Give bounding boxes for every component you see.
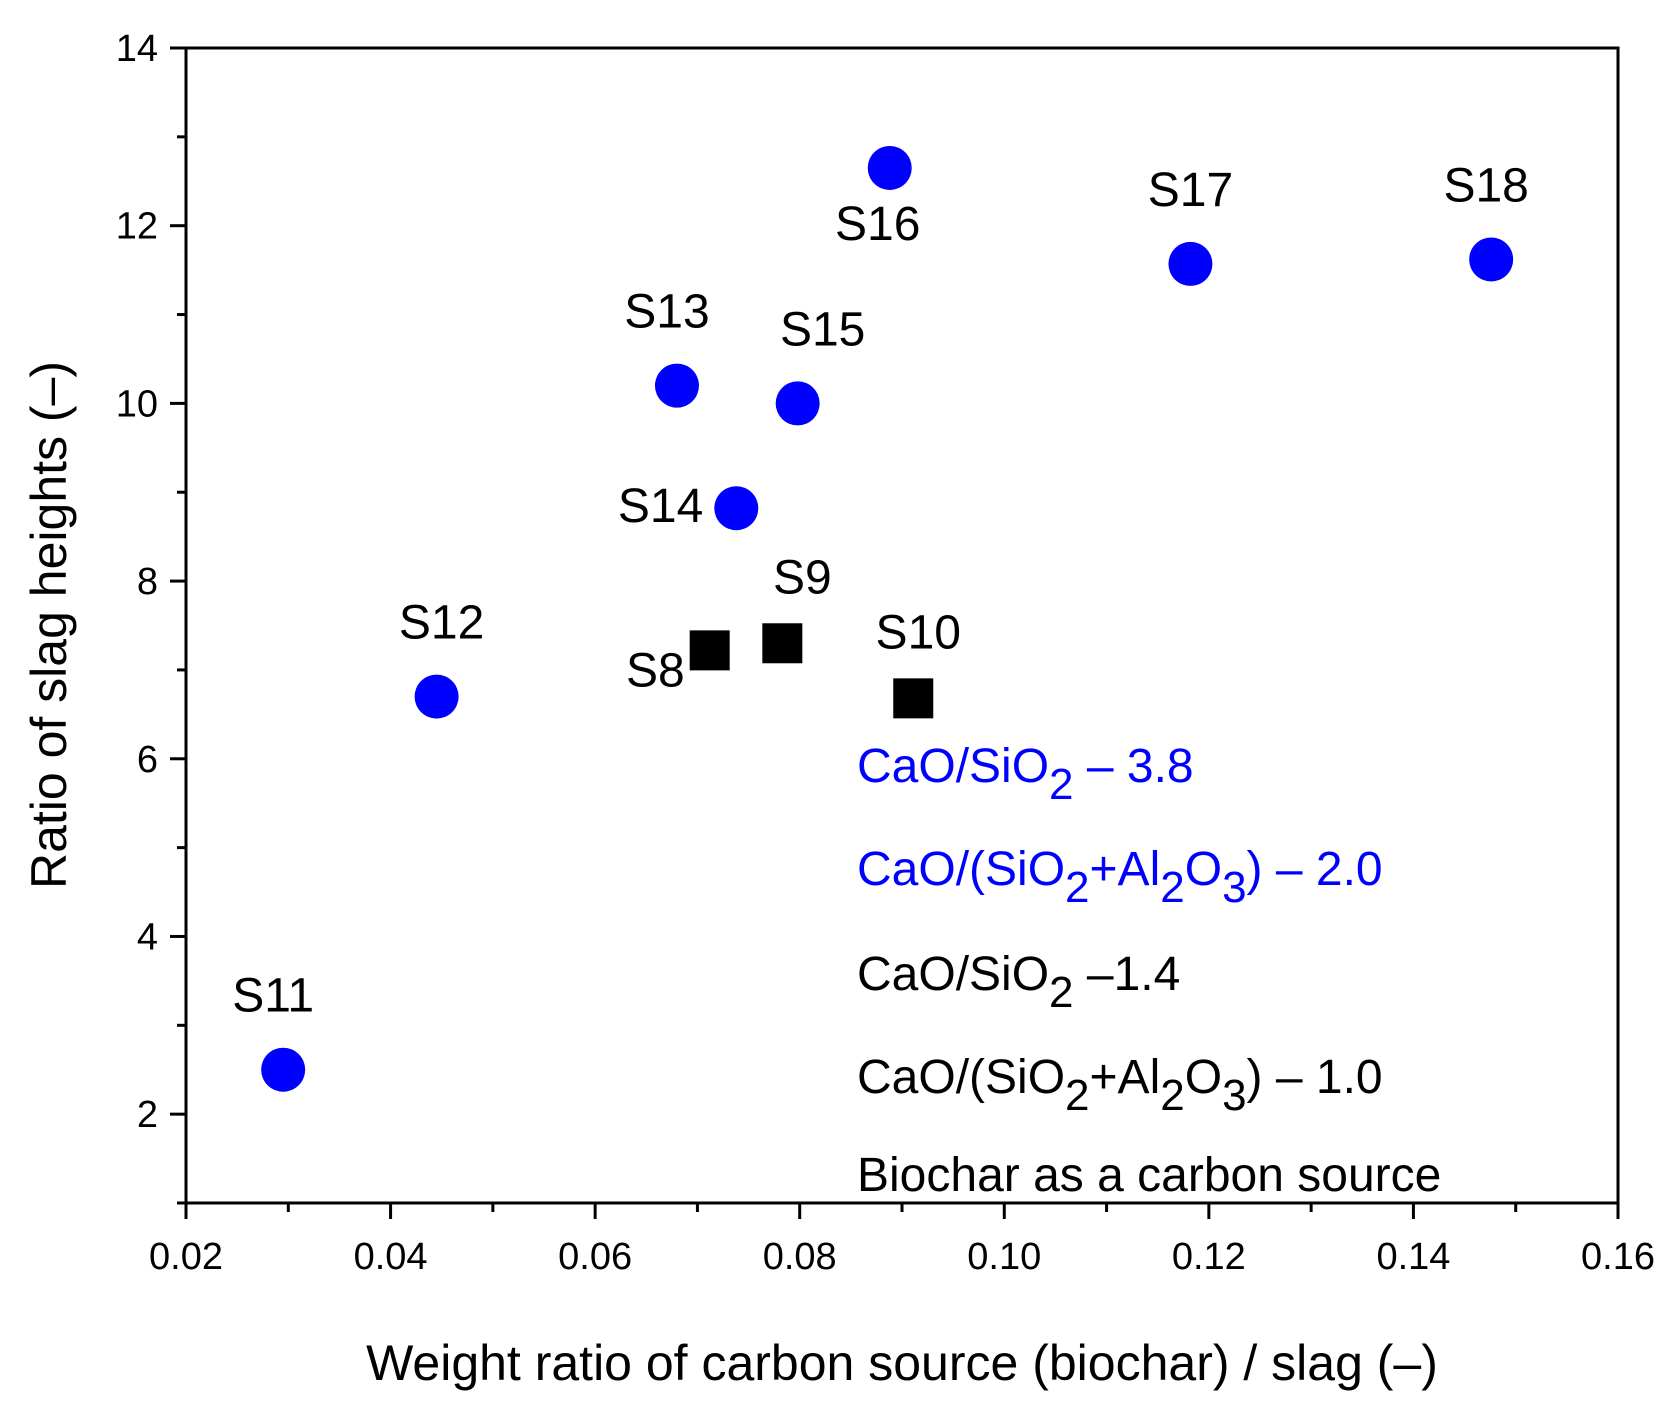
point-label-s10: S10	[876, 606, 961, 659]
point-s9	[762, 623, 803, 664]
point-s10	[893, 678, 934, 719]
x-tick-label: 0.08	[763, 1236, 837, 1278]
y-tick-label: 10	[116, 383, 158, 425]
y-tick-label: 6	[137, 739, 158, 781]
x-tick-label: 0.10	[967, 1236, 1041, 1278]
point-label-s9: S9	[773, 551, 832, 604]
point-s15	[775, 381, 820, 426]
point-label-s8: S8	[626, 644, 685, 697]
point-label-s17: S17	[1148, 164, 1233, 217]
point-s18	[1469, 237, 1514, 282]
y-axis-ticks: 2 4 6 8 10 12 14	[116, 28, 186, 1205]
x-tick-label: 0.16	[1581, 1236, 1655, 1278]
legend: CaO/SiO2 – 3.8 CaO/(SiO2+Al2O3) – 2.0 Ca…	[857, 740, 1441, 1202]
x-tick-label: 0.12	[1172, 1236, 1246, 1278]
x-tick-label: 0.14	[1376, 1236, 1450, 1278]
legend-blue-cao-sio2: CaO/SiO2 – 3.8	[857, 740, 1194, 809]
point-label-s14: S14	[618, 480, 703, 533]
y-tick-label: 8	[137, 561, 158, 603]
legend-note: Biochar as a carbon source	[857, 1149, 1441, 1202]
point-s14	[714, 486, 759, 531]
point-label-s18: S18	[1443, 159, 1528, 212]
point-label-s12: S12	[399, 597, 484, 650]
x-tick-label: 0.04	[354, 1236, 428, 1278]
y-tick-label: 4	[137, 916, 158, 958]
legend-black-cao-sio2-al2o3: CaO/(SiO2+Al2O3) – 1.0	[857, 1051, 1383, 1120]
x-axis-title: Weight ratio of carbon source (biochar) …	[366, 1335, 1438, 1391]
point-s8	[689, 630, 730, 671]
point-s11	[261, 1047, 306, 1092]
x-axis-ticks: 0.02 0.04 0.06 0.08 0.10 0.12 0.14 0.16	[149, 1203, 1655, 1278]
point-label-s15: S15	[780, 303, 865, 356]
point-s12	[414, 674, 459, 719]
point-label-s13: S13	[624, 286, 709, 339]
x-tick-label: 0.02	[149, 1236, 223, 1278]
y-tick-label: 14	[116, 28, 158, 70]
y-axis-title: Ratio of slag heights (–)	[21, 361, 77, 889]
point-s17	[1168, 241, 1213, 286]
legend-blue-cao-sio2-al2o3: CaO/(SiO2+Al2O3) – 2.0	[857, 843, 1383, 912]
point-label-s11: S11	[232, 970, 314, 1023]
point-label-s16: S16	[835, 198, 920, 251]
y-tick-label: 2	[137, 1094, 158, 1136]
y-tick-label: 12	[116, 206, 158, 248]
legend-black-cao-sio2: CaO/SiO2 –1.4	[857, 948, 1180, 1017]
point-s16	[867, 145, 912, 190]
point-s13	[654, 363, 699, 408]
x-tick-label: 0.06	[558, 1236, 632, 1278]
data-points: S11 S12 S13 S14 S15 S16 S17 S18 S8 S9 S10	[232, 145, 1529, 1092]
